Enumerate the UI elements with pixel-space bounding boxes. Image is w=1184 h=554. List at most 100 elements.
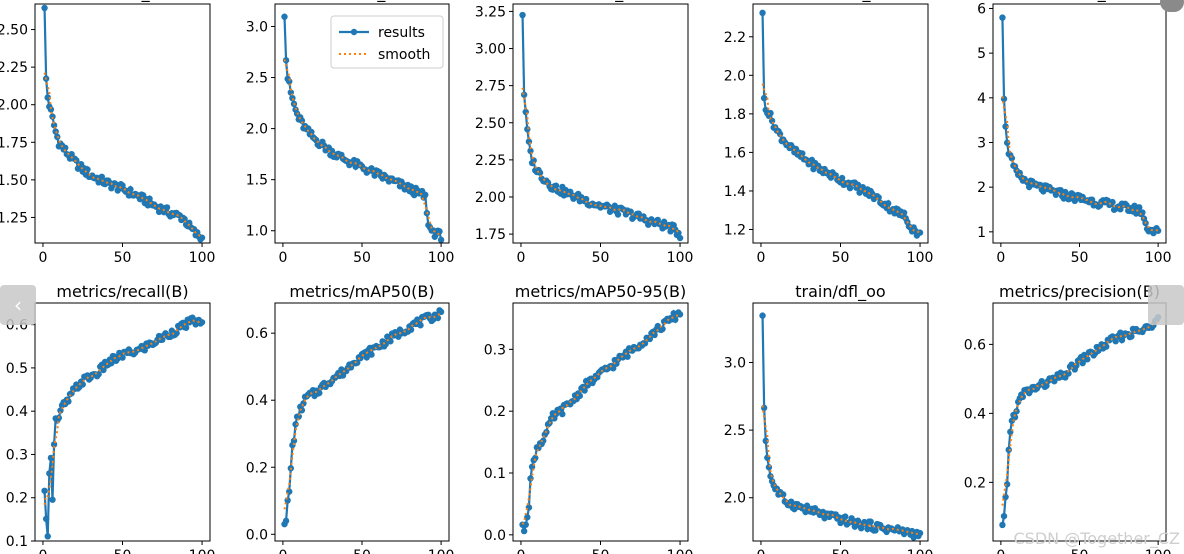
prev-image-button[interactable]: ‹ [0, 285, 36, 325]
x-tick-label: 50 [353, 250, 371, 266]
watermark: CSDN @Together_CZ [1013, 529, 1180, 548]
axes-frame [992, 302, 1167, 542]
results-point [281, 13, 288, 20]
results-point [872, 527, 879, 534]
chart-metrics-map50-b-: 0 50 100 0.0 0.2 0.4 0.6 metrics/mAP50(B) [246, 282, 455, 554]
results-point [614, 211, 622, 218]
y-tick-label: 5 [977, 46, 986, 62]
y-tick-label: 0.4 [246, 393, 268, 409]
results-point [437, 236, 445, 243]
x-tick-label: 50 [114, 548, 132, 554]
y-tick-label: 0.2 [964, 475, 986, 491]
y-tick-label: 3 [977, 135, 986, 151]
chart-title: metrics/mAP50-95(B) [515, 282, 686, 301]
results-point [1025, 183, 1033, 191]
legend-smooth-label: smooth [378, 47, 430, 63]
results-point [316, 389, 323, 397]
results-point [532, 454, 539, 462]
chart-title: train/dfl_oo [795, 282, 885, 302]
legend: results smooth [330, 15, 444, 69]
y-tick-label: 1.8 [724, 107, 746, 123]
x-tick-label: 100 [667, 250, 694, 266]
results-point [98, 173, 106, 180]
chart-train-cls-oo: 0 50 100 1 2 3 4 5 6 train/cls_oo [977, 0, 1171, 266]
results-point [524, 514, 531, 521]
x-tick-label: 50 [114, 250, 132, 266]
results-point [127, 186, 134, 193]
results-point [842, 513, 849, 520]
y-tick-label: 1 [977, 225, 986, 241]
chart-title: metrics/mAP50(B) [289, 282, 434, 301]
legend-results-label: results [378, 25, 425, 41]
x-tick-label: 100 [1145, 548, 1172, 554]
results-point [522, 108, 529, 116]
results-point [885, 200, 892, 207]
x-tick-label: 100 [1145, 250, 1172, 266]
chart-title: train/cls_om [313, 0, 411, 3]
x-tick-label: 50 [1071, 548, 1089, 554]
y-tick-label: 0.2 [6, 491, 28, 507]
chart-metrics-precision-b-: 0 50 100 0.2 0.4 0.6 metrics/precision(B) [964, 282, 1172, 554]
x-tick-label: 100 [189, 250, 216, 266]
results-point [916, 529, 924, 537]
results-point [79, 381, 86, 388]
plot-area [519, 11, 684, 242]
results-series-line [283, 308, 442, 525]
results-point [851, 523, 859, 530]
y-tick-label: 0.6 [246, 326, 268, 342]
y-tick-label: 2.25 [475, 153, 506, 169]
results-point [759, 312, 766, 319]
results-point [791, 505, 798, 513]
results-point [1003, 481, 1011, 488]
chart-title: train/dfl_om [552, 0, 648, 3]
smooth-series-line [761, 405, 921, 536]
results-point [363, 354, 370, 361]
results-point [646, 335, 654, 343]
y-tick-label: 0.2 [484, 404, 506, 420]
x-tick-label: 0 [38, 250, 47, 266]
results-point [42, 515, 50, 523]
results-point [846, 184, 854, 192]
y-tick-label: 0.1 [6, 534, 28, 550]
y-tick-label: 3.0 [246, 19, 268, 35]
plot-area [519, 308, 684, 535]
x-tick-label: 0 [756, 548, 765, 554]
y-tick-label: 3.0 [724, 356, 746, 372]
results-point [119, 354, 126, 361]
chart-train-dfl-oo: 0 50 100 2.0 2.5 3.0 train/dfl_oo [724, 282, 934, 554]
results-point [295, 413, 302, 420]
next-image-button[interactable] [1148, 285, 1184, 325]
y-tick-label: 0.1 [484, 466, 506, 482]
results-series-line [1001, 316, 1160, 526]
axes-frame [274, 302, 450, 542]
results-point [282, 57, 290, 64]
results-point [417, 322, 424, 329]
y-tick-label: 4 [977, 91, 986, 107]
results-point [95, 371, 102, 378]
results-point [422, 191, 429, 199]
results-point [552, 182, 560, 189]
results-point [1011, 414, 1019, 421]
results-point [290, 437, 298, 444]
x-tick-label: 50 [832, 250, 850, 266]
results-point [62, 144, 69, 151]
chart-train-cls-om: 0 50 100 1.0 1.5 2.0 2.5 3.0 train/cls_omresults… [246, 0, 455, 266]
results-point [582, 195, 590, 203]
results-point [49, 496, 56, 503]
results-point [559, 410, 566, 418]
y-tick-label: 0.4 [6, 404, 28, 420]
chart-train-dfl-om: 0 50 100 1.75 2.00 2.25 2.50 2.75 3.00 3.25 train/… [475, 0, 694, 266]
y-tick-label: 2.00 [0, 98, 28, 114]
y-tick-label: 2.50 [0, 23, 28, 39]
results-point [776, 130, 784, 138]
smooth-series-line [761, 83, 921, 234]
results-point [308, 128, 315, 136]
y-tick-label: 0.4 [964, 406, 986, 422]
x-tick-label: 100 [428, 250, 455, 266]
results-point [624, 353, 631, 360]
chart-title: train/cls_oo [1034, 0, 1126, 3]
y-tick-label: 0.0 [246, 527, 268, 543]
y-tick-label: 2.0 [246, 122, 268, 138]
results-point [1084, 356, 1091, 363]
y-tick-label: 1.0 [246, 224, 268, 240]
